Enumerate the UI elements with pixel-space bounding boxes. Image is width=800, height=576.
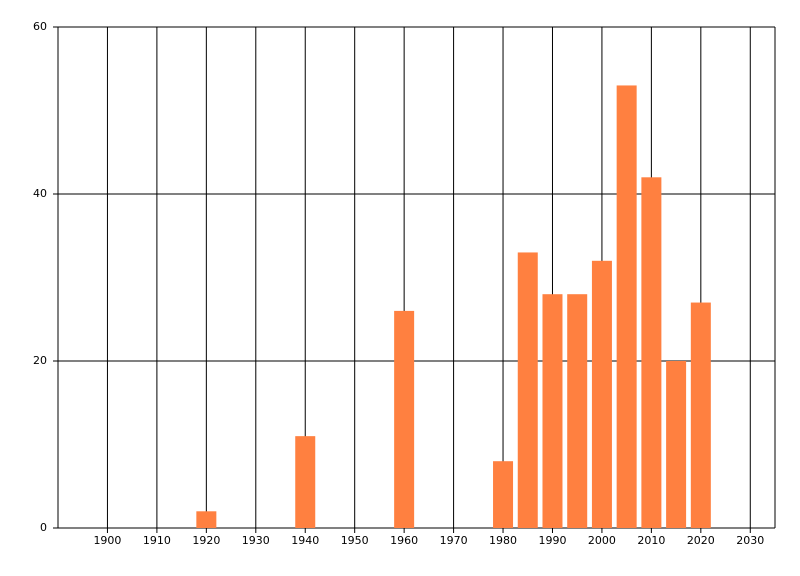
bar	[666, 361, 687, 528]
bar	[591, 260, 612, 528]
y-tick-label: 20	[33, 354, 47, 367]
x-tick-label: 2000	[588, 534, 616, 547]
bar	[567, 294, 588, 528]
x-tick-label: 1980	[489, 534, 517, 547]
bar	[517, 252, 538, 528]
bar	[493, 461, 514, 528]
bar	[690, 302, 711, 528]
y-tick-label: 0	[40, 521, 47, 534]
y-tick-label: 40	[33, 187, 47, 200]
x-tick-label: 1990	[538, 534, 566, 547]
bar	[542, 294, 563, 528]
bar	[394, 310, 415, 528]
x-tick-label: 1960	[390, 534, 418, 547]
bar	[196, 511, 217, 528]
bar	[616, 85, 637, 528]
x-tick-label: 1940	[291, 534, 319, 547]
x-tick-label: 2010	[637, 534, 665, 547]
bar	[295, 436, 316, 528]
x-tick-label: 1920	[192, 534, 220, 547]
x-tick-label: 1910	[143, 534, 171, 547]
bar	[641, 177, 662, 529]
x-tick-label: 2030	[736, 534, 764, 547]
x-tick-label: 1970	[440, 534, 468, 547]
x-tick-label: 1950	[341, 534, 369, 547]
x-tick-label: 1930	[242, 534, 270, 547]
x-tick-label: 1900	[93, 534, 121, 547]
x-tick-label: 2020	[687, 534, 715, 547]
y-tick-label: 60	[33, 20, 47, 33]
